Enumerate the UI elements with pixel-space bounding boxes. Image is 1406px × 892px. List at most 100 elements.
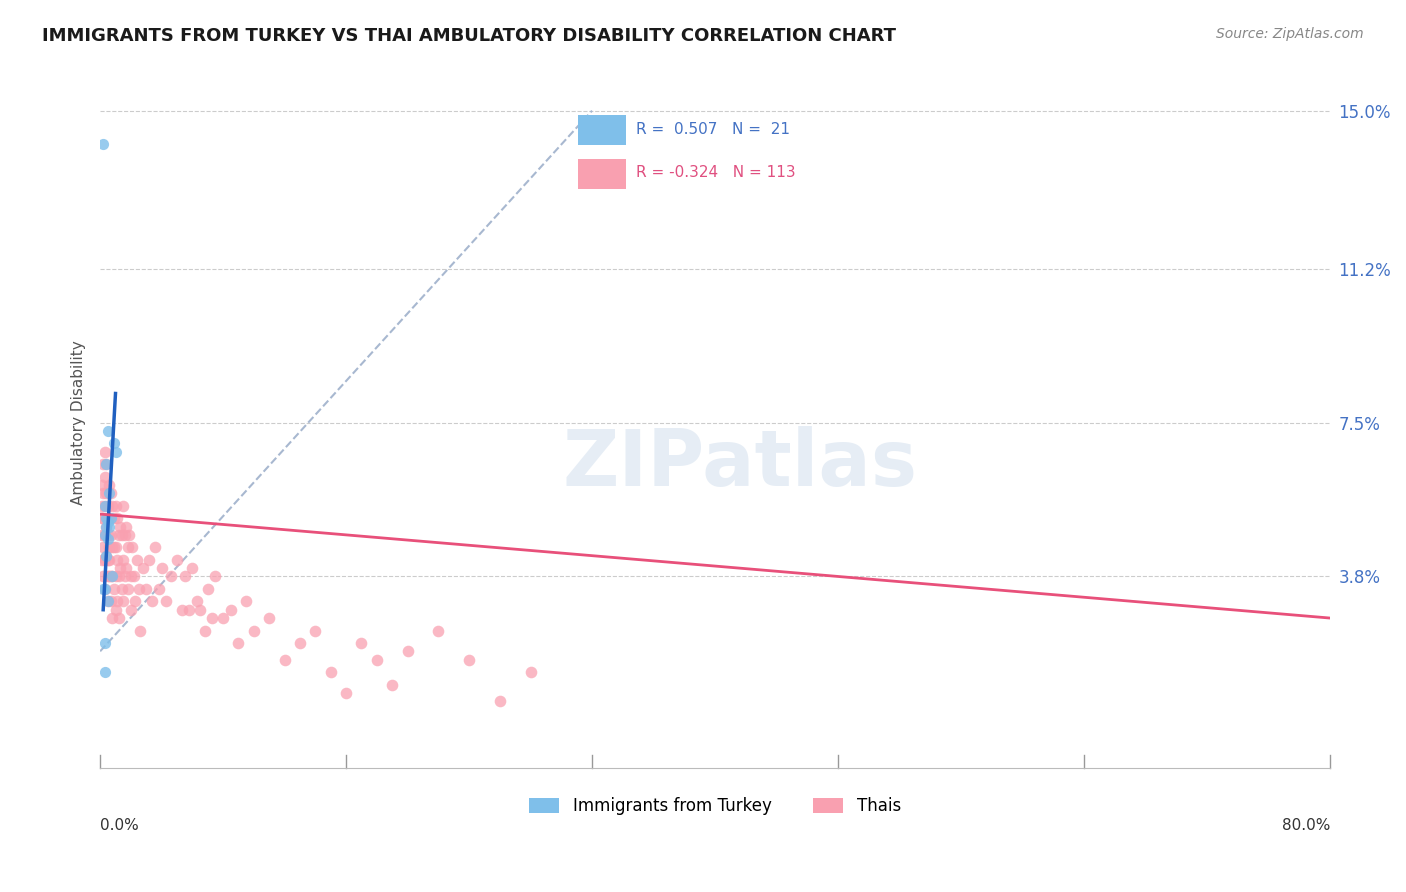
Point xyxy=(96,549,118,563)
Point xyxy=(114,528,136,542)
Point xyxy=(105,511,128,525)
Point xyxy=(93,582,115,596)
Point xyxy=(90,553,112,567)
Point xyxy=(148,582,170,596)
Point xyxy=(201,611,224,625)
Point xyxy=(219,603,242,617)
Point xyxy=(115,561,138,575)
Point xyxy=(101,611,124,625)
Point xyxy=(160,569,183,583)
Point xyxy=(212,611,235,625)
Point xyxy=(112,553,135,567)
Point xyxy=(105,553,128,567)
Point xyxy=(98,478,121,492)
Point xyxy=(103,541,125,555)
Point xyxy=(104,603,127,617)
Point xyxy=(115,519,138,533)
Point xyxy=(97,553,120,567)
Point xyxy=(90,511,112,525)
Point xyxy=(118,528,141,542)
Point xyxy=(108,519,131,533)
Point xyxy=(100,511,122,525)
Point xyxy=(235,594,257,608)
Point xyxy=(150,561,173,575)
Point xyxy=(194,624,217,638)
Point xyxy=(188,603,211,617)
Point xyxy=(93,636,115,650)
Point xyxy=(257,611,280,625)
Point xyxy=(93,528,115,542)
Point xyxy=(350,636,373,650)
Point xyxy=(93,499,115,513)
Point xyxy=(101,569,124,583)
Point xyxy=(132,561,155,575)
Point xyxy=(197,582,219,596)
Point xyxy=(181,561,204,575)
Point xyxy=(103,582,125,596)
Point xyxy=(91,136,114,151)
Point xyxy=(128,582,150,596)
Point xyxy=(204,569,226,583)
Point xyxy=(427,624,450,638)
Text: Source: ZipAtlas.com: Source: ZipAtlas.com xyxy=(1216,27,1364,41)
Point xyxy=(98,541,121,555)
Point xyxy=(117,582,139,596)
Point xyxy=(112,499,135,513)
Point xyxy=(96,486,118,500)
Point xyxy=(98,553,121,567)
Point xyxy=(98,569,121,583)
Point xyxy=(273,652,295,666)
Point xyxy=(304,624,326,638)
Point xyxy=(166,553,188,567)
Point xyxy=(107,528,129,542)
Point xyxy=(97,594,120,608)
Point xyxy=(93,665,115,679)
Point xyxy=(93,499,115,513)
Point xyxy=(141,594,163,608)
Point xyxy=(186,594,208,608)
Point xyxy=(96,511,118,525)
Point xyxy=(104,569,127,583)
Point xyxy=(112,594,135,608)
Point xyxy=(98,519,121,533)
Point xyxy=(91,486,114,500)
Point xyxy=(124,594,146,608)
Point xyxy=(458,652,481,666)
Point xyxy=(91,511,114,525)
Point xyxy=(96,457,118,471)
Point xyxy=(108,561,131,575)
Point xyxy=(381,677,404,691)
Point xyxy=(97,594,120,608)
Text: 80.0%: 80.0% xyxy=(1281,818,1330,832)
Point xyxy=(105,594,128,608)
Point xyxy=(97,499,120,513)
Point xyxy=(111,582,134,596)
Point xyxy=(97,569,120,583)
Text: ZIPatlas: ZIPatlas xyxy=(562,426,917,502)
Legend: Immigrants from Turkey, Thais: Immigrants from Turkey, Thais xyxy=(523,790,907,822)
Text: 0.0%: 0.0% xyxy=(100,818,139,832)
Point xyxy=(288,636,311,650)
Point xyxy=(111,528,134,542)
Point xyxy=(101,541,124,555)
Point xyxy=(104,541,127,555)
Point xyxy=(96,519,118,533)
Point xyxy=(91,541,114,555)
Point xyxy=(101,569,124,583)
Point xyxy=(101,499,124,513)
Point xyxy=(173,569,195,583)
Point xyxy=(125,553,148,567)
Point xyxy=(90,478,112,492)
Point xyxy=(396,644,419,658)
Point xyxy=(96,549,118,563)
Point xyxy=(93,444,115,458)
Point xyxy=(93,528,115,542)
Point xyxy=(100,528,122,542)
Point xyxy=(93,553,115,567)
Point xyxy=(170,603,193,617)
Point xyxy=(519,665,541,679)
Point xyxy=(97,532,120,546)
Point xyxy=(93,469,115,483)
Point xyxy=(117,541,139,555)
Point xyxy=(100,486,122,500)
